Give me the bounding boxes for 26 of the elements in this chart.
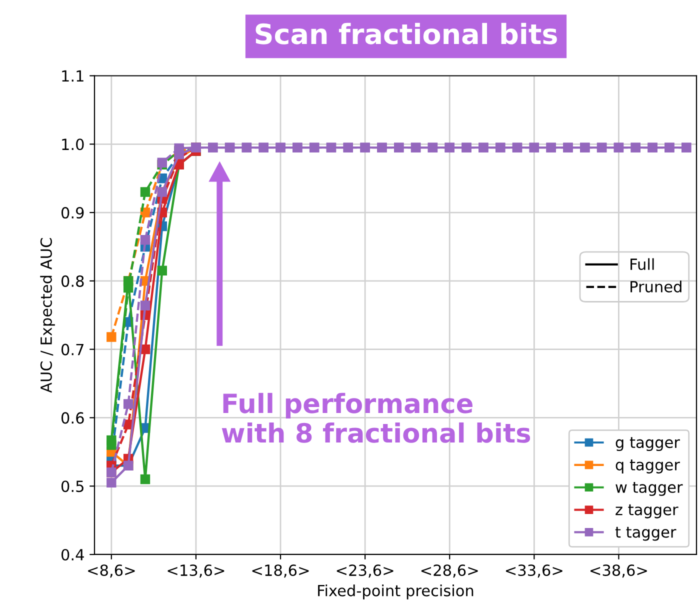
x-tick-label: <8,6> xyxy=(88,564,135,578)
annotation: Full performance with 8 fractional bits xyxy=(222,392,530,443)
x-tick-label: <13,6> xyxy=(168,564,224,578)
y-tick-label: 0.6 xyxy=(61,412,84,424)
x-tick-label: <28,6> xyxy=(421,564,478,578)
legend-label: w tagger xyxy=(616,482,683,496)
y-tick-label: 0.5 xyxy=(61,480,84,492)
legend-label: z tagger xyxy=(616,504,678,518)
x-axis-title: Fixed-point precision xyxy=(318,584,474,600)
y-tick-label: 0.8 xyxy=(61,275,84,287)
y-tick-label: 0.7 xyxy=(61,344,84,356)
y-tick-label: 0.4 xyxy=(61,548,84,561)
legend-label: q tagger xyxy=(616,460,680,474)
y-axis-title: AUC / Expected AUC xyxy=(40,238,55,393)
x-tick-label: <23,6> xyxy=(336,564,394,578)
y-tick-label: 1.1 xyxy=(62,70,84,82)
y-tick-label: 0.9 xyxy=(61,207,84,219)
chart-title: Scan fractional bits xyxy=(256,22,557,44)
annotation: Pruned xyxy=(630,280,682,292)
x-tick-label: <38,6> xyxy=(590,564,647,578)
annotation: Full xyxy=(630,258,654,270)
legend-label: t tagger xyxy=(615,526,676,541)
legend-label: g tagger xyxy=(616,437,680,452)
x-tick-label: <18,6> xyxy=(252,564,309,578)
y-tick-label: 1.0 xyxy=(62,138,84,150)
x-tick-label: <33,6> xyxy=(506,564,562,578)
